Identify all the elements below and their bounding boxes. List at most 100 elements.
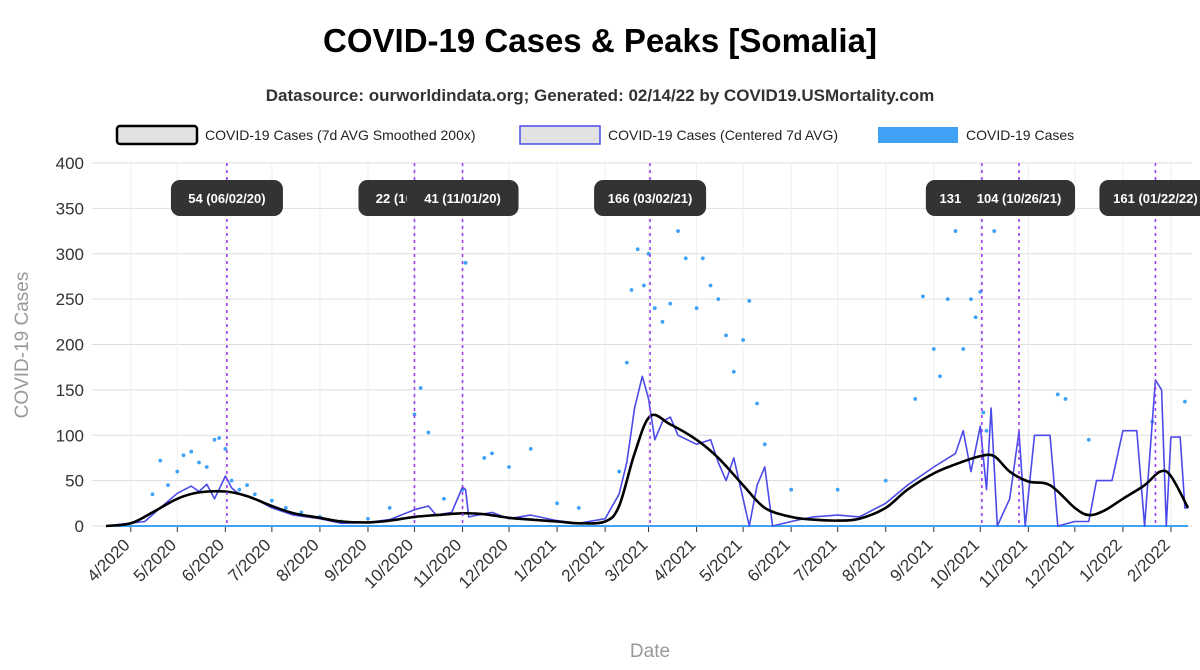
x-tick-label: 12/2020 [455, 535, 512, 592]
x-tick-label: 1/2022 [1076, 535, 1126, 585]
case-point [762, 442, 767, 447]
case-point [252, 492, 257, 497]
peak-label-box [1099, 180, 1200, 216]
case-point [668, 301, 673, 306]
case-point [181, 453, 186, 458]
case-point [426, 430, 431, 435]
y-axis: 0 50 100 150 200 250 300 350 400 [56, 154, 84, 536]
case-point [229, 478, 234, 483]
peak-label-text: 41 (11/01/20) [424, 191, 501, 206]
case-point [981, 410, 986, 415]
case-point [724, 333, 728, 338]
case-point [635, 247, 640, 252]
x-tick-label: 6/2021 [744, 535, 794, 585]
x-tick-label: 11/2020 [409, 535, 465, 591]
y-tick-label: 0 [75, 517, 84, 536]
case-point [197, 460, 201, 465]
legend-swatch-centered [519, 125, 601, 145]
case-point [412, 412, 417, 417]
case-point [212, 437, 217, 442]
legend-swatch-cases [878, 127, 958, 143]
y-tick-label: 300 [56, 245, 84, 264]
case-point [629, 288, 634, 292]
series-smoothed [105, 413, 1190, 528]
case-point [789, 487, 794, 492]
case-point [969, 297, 973, 302]
case-point [617, 469, 621, 474]
peak-label-text: 161 (01/22/22) [1113, 191, 1198, 206]
peak-label-text: 54 (06/02/20) [188, 191, 265, 206]
case-point [158, 458, 163, 463]
case-point [931, 347, 936, 351]
case-point [921, 294, 925, 299]
x-tick-label: 1/2021 [510, 535, 560, 585]
series-cases [106, 229, 1188, 527]
peak-label-box [170, 180, 283, 216]
peak-label-text: 166 (03/02/21) [608, 191, 693, 206]
x-tick-label: 2/2021 [558, 535, 608, 585]
y-tick-label: 50 [65, 472, 84, 491]
legend-swatch-smoothed [115, 124, 199, 146]
peak-label: 161 (01/22/22) [1099, 180, 1200, 216]
case-point [913, 397, 918, 401]
case-point [1063, 397, 1068, 401]
case-point [418, 386, 423, 390]
grid [92, 162, 1192, 527]
case-point [223, 446, 228, 451]
case-point [992, 229, 997, 233]
case-point [624, 360, 629, 365]
case-point [961, 347, 966, 351]
case-point [1055, 392, 1060, 397]
case-point [683, 256, 688, 261]
case-point [883, 478, 888, 483]
case-point [652, 306, 657, 311]
case-point [490, 451, 494, 456]
x-tick-label: 8/2020 [273, 535, 323, 585]
case-point [299, 510, 304, 515]
case-point [755, 401, 759, 406]
legend-label-smoothed: COVID-19 Cases (7d AVG Smoothed 200x) [205, 127, 476, 143]
case-point [641, 283, 646, 288]
case-point [716, 297, 721, 302]
case-point [245, 483, 249, 488]
peak-label: 166 (03/02/21) [594, 180, 707, 216]
case-point [984, 428, 989, 433]
case-point [189, 449, 194, 454]
case-point [482, 456, 487, 460]
chart-title: COVID-19 Cases & Peaks [Somalia] [323, 22, 877, 59]
case-point [731, 369, 736, 374]
peak-label: 54 (06/02/20) [170, 180, 283, 216]
case-point [835, 487, 840, 492]
case-point [166, 483, 170, 488]
x-tick-label: 5/2021 [696, 535, 746, 585]
case-point [269, 498, 274, 503]
case-point [442, 496, 446, 501]
case-point [555, 501, 559, 506]
case-point [945, 297, 950, 302]
case-point [700, 256, 705, 261]
x-axis-title: Date [630, 641, 670, 662]
case-point [708, 283, 713, 288]
case-point [217, 436, 222, 440]
x-tick-label: 11/2021 [975, 535, 1031, 591]
x-tick-label: 3/2021 [601, 535, 651, 585]
x-axis: 4/20205/20206/20207/20208/20209/202010/2… [83, 526, 1174, 592]
x-tick-label: 7/2020 [224, 535, 274, 585]
x-tick-label: 10/2021 [926, 535, 983, 592]
x-tick-label: 7/2021 [790, 535, 840, 585]
case-point [463, 260, 468, 265]
case-point [204, 465, 209, 469]
case-point [528, 446, 533, 451]
case-point [507, 465, 511, 469]
case-point [660, 319, 665, 324]
case-point [283, 505, 288, 510]
case-point [953, 229, 958, 233]
peak-markers: 54 (06/02/20)22 (10/01/20)41 (11/01/20)1… [170, 163, 1200, 526]
peak-label-box [963, 180, 1076, 216]
case-point [576, 505, 581, 510]
chart-subtitle: Datasource: ourworldindata.org; Generate… [265, 86, 935, 105]
case-point [938, 374, 942, 379]
case-point [741, 338, 746, 342]
case-point [694, 306, 699, 311]
